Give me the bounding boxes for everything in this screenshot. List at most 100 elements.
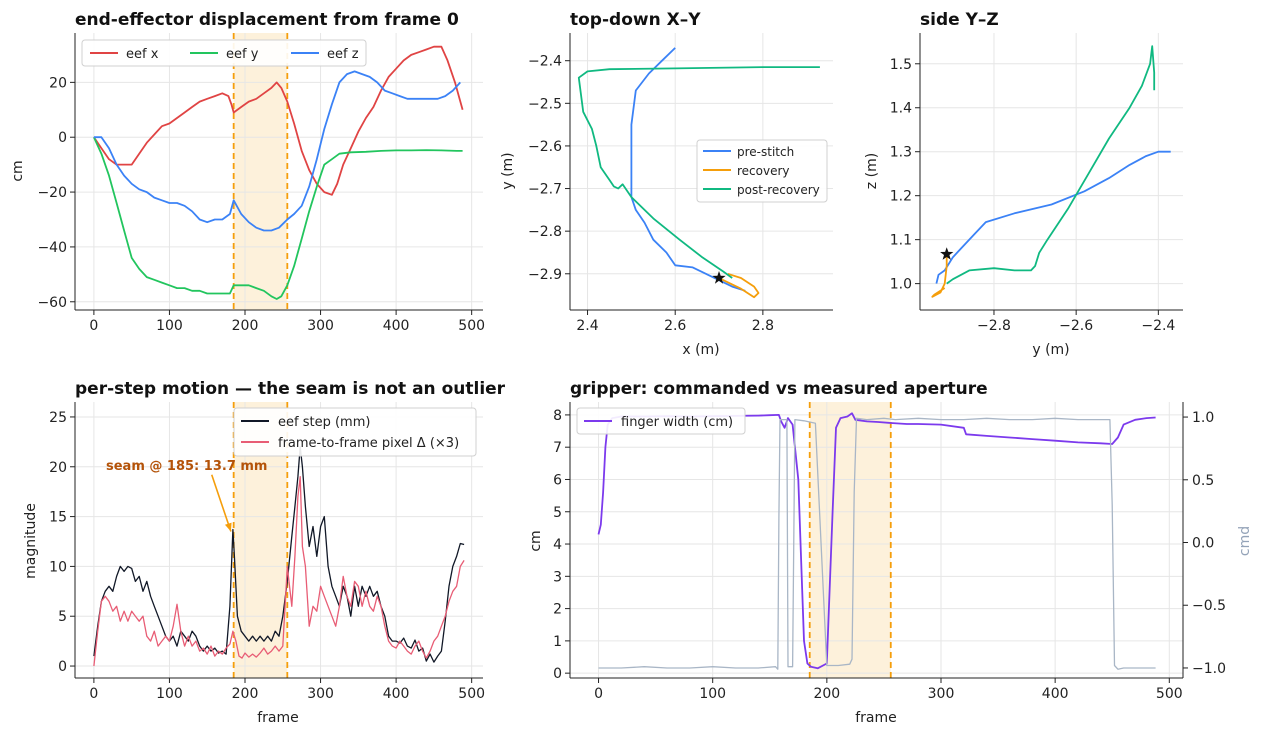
title-grip: gripper: commanded vs measured aperture bbox=[570, 379, 988, 399]
xlabel-xy: x (m) bbox=[682, 342, 719, 358]
xlabel-step: frame bbox=[257, 710, 299, 726]
eef-series-2 bbox=[93, 70, 461, 232]
xy-series-1 bbox=[718, 272, 760, 299]
xlabel-yz: y (m) bbox=[1032, 342, 1069, 358]
legend-eef-z: eef z bbox=[327, 47, 359, 62]
eef-ytick-label-3: 0 bbox=[58, 130, 67, 146]
step-xtick-label-5: 500 bbox=[458, 686, 485, 702]
xy-ytick-label-4: −2.5 bbox=[528, 96, 562, 112]
xy-ytick-label-0: −2.9 bbox=[528, 267, 562, 283]
eef-xtick-label-4: 400 bbox=[383, 318, 410, 334]
grip-ytick-label-3: 3 bbox=[553, 569, 562, 585]
step-series-1 bbox=[93, 476, 465, 667]
grip-series-1 bbox=[598, 417, 1156, 670]
legend-xy-recovery: recovery bbox=[737, 164, 790, 178]
legend-eef-x: eef x bbox=[126, 47, 159, 62]
title-eef: end-effector displacement from frame 0 bbox=[75, 10, 459, 30]
title-step: per-step motion — the seam is not an out… bbox=[75, 379, 506, 399]
step-ytick-label-3: 15 bbox=[49, 510, 67, 526]
title-yz: side Y–Z bbox=[920, 10, 999, 30]
xy-ytick-label-2: −2.7 bbox=[528, 182, 562, 198]
step-ytick-label-0: 0 bbox=[58, 659, 67, 675]
ylabel-yz: z (m) bbox=[864, 153, 880, 189]
yz-series-0 bbox=[935, 150, 1171, 284]
legend-step-box bbox=[233, 407, 477, 457]
xy-ytick-label-1: −2.8 bbox=[528, 224, 562, 240]
step-xtick-label-0: 0 bbox=[89, 686, 98, 702]
yz-ytick-label-0: 1.0 bbox=[890, 277, 912, 293]
grip-ytick-label-1: 1 bbox=[553, 634, 562, 650]
yz-ytick-label-3: 1.3 bbox=[890, 145, 912, 161]
step-xtick-label-2: 200 bbox=[232, 686, 259, 702]
grip-xtick-label-4: 400 bbox=[1042, 686, 1069, 702]
grip-ytick-label-0: 0 bbox=[553, 666, 562, 682]
eef-ytick-label-0: −60 bbox=[37, 295, 67, 311]
eef-ytick-label-2: −20 bbox=[37, 185, 67, 201]
grip-xtick-label-2: 200 bbox=[813, 686, 840, 702]
ylabel-eef: cm bbox=[10, 160, 26, 181]
yz-start-marker bbox=[940, 247, 954, 260]
ylabel-grip: cm bbox=[528, 530, 544, 551]
legend-eef-y: eef y bbox=[226, 47, 259, 62]
yz-xtick-label-2: −2.4 bbox=[1141, 318, 1175, 334]
grip-ytick-right-label-2: 0.0 bbox=[1192, 536, 1214, 552]
step-ytick-label-5: 25 bbox=[49, 410, 67, 426]
seam-annotation: seam @ 185: 13.7 mm bbox=[106, 459, 267, 474]
legend-xy-box bbox=[696, 139, 828, 203]
legend-xy-pre: pre-stitch bbox=[737, 145, 794, 159]
grip-xtick-label-3: 300 bbox=[928, 686, 955, 702]
ylabel-grip-right: cmd bbox=[1237, 526, 1253, 556]
grip-ytick-label-6: 6 bbox=[553, 472, 562, 488]
grip-ytick-label-7: 7 bbox=[553, 440, 562, 456]
xy-ytick-label-5: −2.4 bbox=[528, 54, 562, 70]
yz-ytick-label-4: 1.4 bbox=[890, 101, 912, 117]
eef-series-0 bbox=[93, 45, 464, 196]
grip-ytick-right-label-4: 1.0 bbox=[1192, 410, 1214, 426]
step-xtick-label-4: 400 bbox=[383, 686, 410, 702]
title-xy: top-down X–Y bbox=[570, 10, 701, 30]
eef-series-1 bbox=[93, 136, 463, 300]
yz-ytick-label-5: 1.5 bbox=[890, 57, 912, 73]
grip-xtick-label-1: 100 bbox=[699, 686, 726, 702]
grip-seam-band bbox=[809, 402, 891, 678]
grip-ytick-label-2: 2 bbox=[553, 602, 562, 618]
yz-xtick-label-1: −2.6 bbox=[1059, 318, 1093, 334]
step-ytick-label-2: 10 bbox=[49, 559, 67, 575]
eef-ytick-label-1: −40 bbox=[37, 240, 67, 256]
ylabel-step: magnitude bbox=[23, 503, 39, 579]
step-xtick-label-1: 100 bbox=[156, 686, 183, 702]
eef-xtick-label-0: 0 bbox=[89, 318, 98, 334]
yz-xtick-label-0: −2.8 bbox=[977, 318, 1011, 334]
eef-xtick-label-1: 100 bbox=[156, 318, 183, 334]
eef-xtick-label-2: 200 bbox=[232, 318, 259, 334]
step-series-0 bbox=[93, 446, 465, 663]
grip-ytick-label-5: 5 bbox=[553, 505, 562, 521]
xy-start-marker bbox=[712, 271, 726, 284]
legend-step-pixel: frame-to-frame pixel Δ (×3) bbox=[278, 436, 459, 451]
xy-series-2 bbox=[577, 66, 820, 279]
grip-ytick-label-8: 8 bbox=[553, 408, 562, 424]
yz-series-2 bbox=[946, 45, 1156, 285]
xy-xtick-label-0: 2.4 bbox=[576, 318, 598, 334]
step-annotation-arrowhead bbox=[224, 522, 232, 532]
xy-xtick-label-1: 2.6 bbox=[664, 318, 686, 334]
grip-ytick-right-label-1: −0.5 bbox=[1192, 598, 1226, 614]
step-xtick-label-3: 300 bbox=[307, 686, 334, 702]
eef-ytick-label-4: 20 bbox=[49, 75, 67, 91]
yz-series-1 bbox=[931, 254, 948, 298]
xy-xtick-label-2: 2.8 bbox=[752, 318, 774, 334]
legend-xy-post: post-recovery bbox=[737, 183, 820, 197]
xy-series-0 bbox=[630, 47, 746, 292]
grip-ytick-label-4: 4 bbox=[553, 537, 562, 553]
step-annotation-arrow bbox=[210, 474, 232, 532]
eef-xtick-label-5: 500 bbox=[458, 318, 485, 334]
eef-xtick-label-3: 300 bbox=[307, 318, 334, 334]
legend-step-eef: eef step (mm) bbox=[278, 415, 370, 430]
grip-xtick-label-5: 500 bbox=[1156, 686, 1183, 702]
yz-ytick-label-2: 1.2 bbox=[890, 189, 912, 205]
grip-xtick-label-0: 0 bbox=[594, 686, 603, 702]
legend-grip-width: finger width (cm) bbox=[621, 415, 733, 430]
step-ytick-label-1: 5 bbox=[58, 609, 67, 625]
grip-ytick-right-label-0: −1.0 bbox=[1192, 661, 1226, 677]
